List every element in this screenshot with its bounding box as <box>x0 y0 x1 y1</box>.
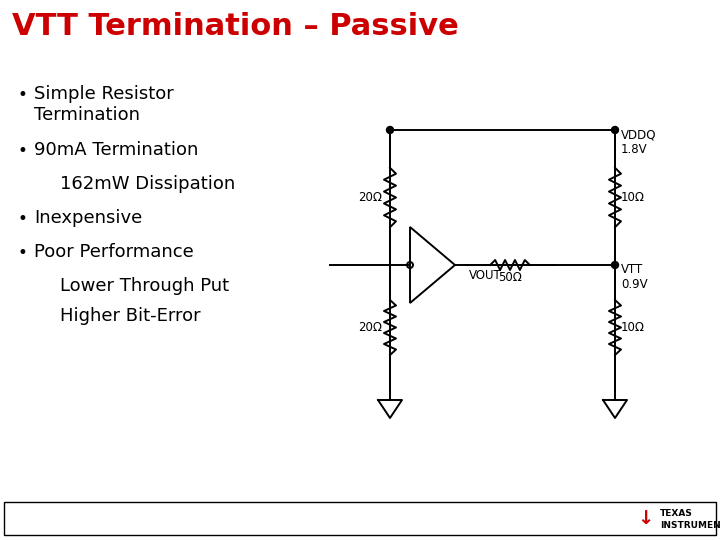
Text: Higher Bit-Error: Higher Bit-Error <box>60 307 201 325</box>
Text: 20Ω: 20Ω <box>358 321 382 334</box>
Text: 162mW Dissipation: 162mW Dissipation <box>60 175 235 193</box>
Text: 20Ω: 20Ω <box>358 191 382 204</box>
Text: 50Ω: 50Ω <box>498 271 522 284</box>
Text: VDDQ
1.8V: VDDQ 1.8V <box>621 128 657 156</box>
Text: •: • <box>18 142 28 160</box>
Circle shape <box>611 261 618 268</box>
Text: INSTRUMENTS: INSTRUMENTS <box>660 521 720 530</box>
Text: 10Ω: 10Ω <box>621 321 645 334</box>
Text: Lower Through Put: Lower Through Put <box>60 277 229 295</box>
Text: 90mA Termination: 90mA Termination <box>34 141 199 159</box>
Text: VOUT: VOUT <box>469 269 502 282</box>
Text: •: • <box>18 210 28 228</box>
Text: VTT
0.9V: VTT 0.9V <box>621 263 647 291</box>
Text: Simple Resistor
Termination: Simple Resistor Termination <box>34 85 174 124</box>
Circle shape <box>387 126 394 133</box>
Text: •: • <box>18 86 28 104</box>
Text: Poor Performance: Poor Performance <box>34 243 194 261</box>
Text: ↓: ↓ <box>636 509 653 528</box>
Text: VTT Termination – Passive: VTT Termination – Passive <box>12 12 459 41</box>
Text: TEXAS: TEXAS <box>660 509 693 518</box>
Text: •: • <box>18 244 28 262</box>
Circle shape <box>611 126 618 133</box>
Text: Inexpensive: Inexpensive <box>34 209 143 227</box>
Text: 10Ω: 10Ω <box>621 191 645 204</box>
Bar <box>4 502 716 535</box>
